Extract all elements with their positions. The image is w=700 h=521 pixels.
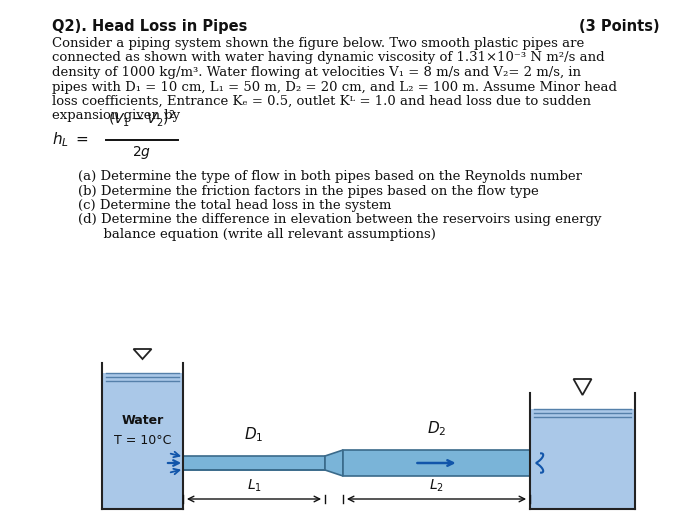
Bar: [343, 450, 530, 476]
Text: $(V_1 - V_2)^2$: $(V_1 - V_2)^2$: [108, 108, 176, 129]
Text: density of 1000 kg/m³. Water flowing at velocities V₁ = 8 m/s and V₂= 2 m/s, in: density of 1000 kg/m³. Water flowing at …: [52, 66, 581, 79]
Text: T = 10°C: T = 10°C: [114, 435, 172, 448]
Text: (a) Determine the type of flow in both pipes based on the Reynolds number: (a) Determine the type of flow in both p…: [78, 170, 582, 183]
Bar: [530, 409, 635, 509]
Text: Consider a piping system shown the figure below. Two smooth plastic pipes are: Consider a piping system shown the figur…: [52, 37, 584, 50]
Text: connected as shown with water having dynamic viscosity of 1.31×10⁻³ N m²/s and: connected as shown with water having dyn…: [52, 52, 605, 65]
Text: (d) Determine the difference in elevation between the reservoirs using energy: (d) Determine the difference in elevatio…: [78, 214, 601, 227]
Polygon shape: [325, 450, 343, 476]
Text: $h_L\;=$: $h_L\;=$: [52, 131, 88, 150]
Text: balance equation (write all relevant assumptions): balance equation (write all relevant ass…: [78, 228, 436, 241]
Bar: [102, 373, 183, 509]
Text: Q2). Head Loss in Pipes: Q2). Head Loss in Pipes: [52, 19, 247, 34]
Text: $2g$: $2g$: [132, 144, 151, 161]
Text: (b) Determine the friction factors in the pipes based on the flow type: (b) Determine the friction factors in th…: [78, 184, 539, 197]
Text: loss coefficients, Entrance Kₑ = 0.5, outlet Kᴸ = 1.0 and head loss due to sudde: loss coefficients, Entrance Kₑ = 0.5, ou…: [52, 95, 591, 108]
Text: $D_1$: $D_1$: [244, 425, 264, 444]
Text: (3 Points): (3 Points): [580, 19, 660, 34]
Bar: [323, 470, 530, 476]
Text: $L_1$: $L_1$: [246, 478, 262, 494]
Text: Water: Water: [121, 415, 164, 428]
Text: pipes with D₁ = 10 cm, L₁ = 50 m, D₂ = 20 cm, and L₂ = 100 m. Assume Minor head: pipes with D₁ = 10 cm, L₁ = 50 m, D₂ = 2…: [52, 81, 617, 93]
Text: $D_2$: $D_2$: [427, 419, 446, 438]
Text: $L_2$: $L_2$: [429, 478, 444, 494]
Bar: [183, 456, 325, 470]
Text: (c) Determine the total head loss in the system: (c) Determine the total head loss in the…: [78, 199, 391, 212]
Text: expansion given by: expansion given by: [52, 109, 180, 122]
